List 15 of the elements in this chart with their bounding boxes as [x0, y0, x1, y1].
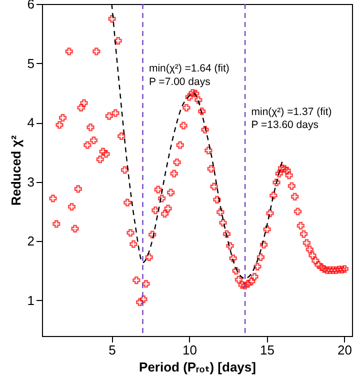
y-tick-label: 3 [27, 174, 34, 190]
y-axis-title: Reduced χ² [8, 134, 24, 206]
annotation: min(χ²) =1.37 (fit) [251, 106, 332, 118]
annotation: P =7.00 days [148, 76, 210, 88]
x-tick-label: 20 [338, 342, 352, 358]
x-tick-label: 5 [108, 342, 116, 358]
x-axis-title: Period (Pᵣₒₜ) [days] [139, 360, 256, 374]
x-tick-label: 10 [182, 342, 197, 358]
annotation: min(χ²) =1.64 (fit) [148, 62, 230, 75]
annotation: P =13.60 days [251, 119, 318, 132]
y-tick-label: 4 [27, 115, 34, 130]
x-tick-label: 15 [260, 342, 274, 358]
y-tick-label: 5 [27, 56, 34, 71]
y-tick-label: 2 [27, 234, 34, 249]
y-tick-label: 1 [27, 292, 34, 308]
